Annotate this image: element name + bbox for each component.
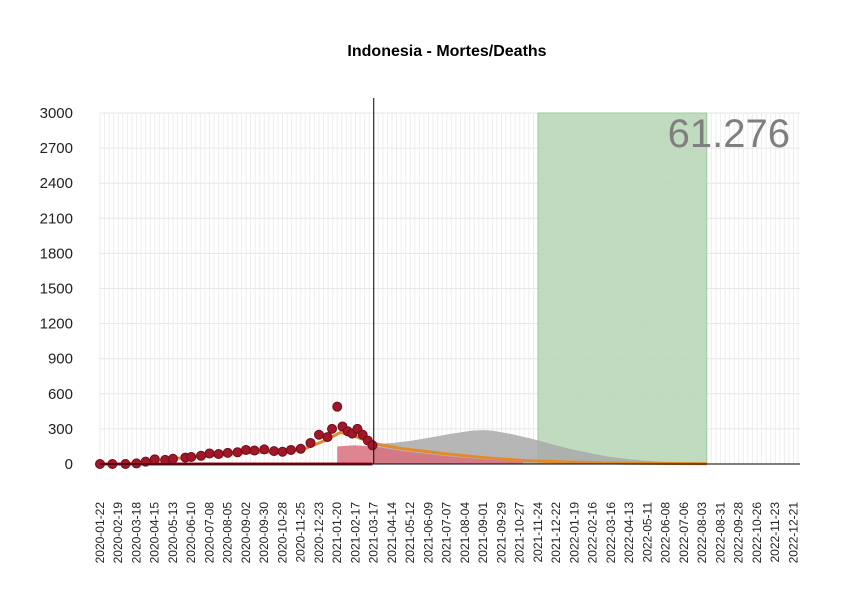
x-tick-label: 2021-04-14 (385, 502, 399, 564)
x-tick-label: 2020-04-15 (148, 502, 162, 564)
data-point (313, 429, 324, 440)
y-tick-label: 2700 (40, 140, 73, 157)
highlight-band-group (537, 112, 708, 465)
x-tick-label: 2020-01-22 (93, 502, 107, 564)
x-tick-label: 2022-09-28 (732, 502, 746, 564)
y-tick-label: 3000 (40, 105, 73, 122)
x-tick-label: 2020-12-23 (312, 502, 326, 564)
x-tick-label: 2022-08-03 (695, 502, 709, 564)
x-tick-label: 2022-12-21 (786, 502, 800, 564)
x-tick-label: 2021-09-29 (494, 502, 508, 564)
data-point (167, 453, 178, 464)
x-tick-label: 2021-09-01 (476, 502, 490, 564)
x-tick-label: 2021-11-24 (531, 502, 545, 563)
data-point (259, 444, 270, 455)
data-point (285, 444, 296, 455)
y-tick-label: 2100 (40, 210, 73, 227)
x-tick-label: 2022-02-16 (586, 502, 600, 564)
data-point (295, 443, 306, 454)
highlight-band (537, 112, 708, 465)
x-tick-label: 2020-11-25 (294, 502, 308, 563)
x-tick-label: 2022-11-23 (768, 502, 782, 563)
x-tick-label: 2022-01-19 (567, 502, 581, 564)
x-tick-label: 2020-03-18 (129, 502, 143, 564)
chart-title: Indonesia - Mortes/Deaths (347, 43, 546, 60)
x-tick-label: 2022-05-11 (640, 502, 654, 563)
y-tick-label: 1800 (40, 245, 73, 262)
data-point (367, 440, 378, 451)
y-tick-label: 2400 (40, 175, 73, 192)
x-tick-label: 2022-04-13 (622, 502, 636, 564)
total-label: 61.276 (668, 112, 790, 156)
data-point (249, 445, 260, 456)
x-tick-label: 2020-05-13 (166, 502, 180, 564)
points-group (95, 401, 378, 469)
x-tick-label: 2021-12-22 (549, 502, 563, 564)
fitted-area (337, 445, 523, 464)
data-point (204, 448, 215, 459)
x-tick-label: 2020-02-19 (111, 502, 125, 564)
x-tick-label: 2022-07-06 (677, 502, 691, 564)
data-point (240, 444, 251, 455)
x-tick-label: 2021-01-20 (330, 502, 344, 564)
y-tick-label: 1500 (40, 281, 73, 298)
x-tick-label: 2021-03-17 (367, 502, 381, 564)
data-point (196, 450, 207, 461)
y-tick-label: 600 (48, 386, 73, 403)
data-point (149, 454, 160, 465)
data-point (213, 449, 224, 460)
x-tick-label: 2020-07-08 (202, 502, 216, 564)
x-tick-labels: 2020-01-22 2020-02-19 2020-03-18 2020-04-15… (93, 502, 800, 564)
x-tick-label: 2022-03-16 (604, 502, 618, 564)
data-point (269, 446, 280, 457)
x-tick-label: 2022-10-26 (750, 502, 764, 564)
data-point (232, 447, 243, 458)
data-point (222, 447, 233, 458)
x-tick-label: 2021-08-04 (458, 502, 472, 564)
x-tick-label: 2022-06-08 (659, 502, 673, 564)
axes-group (100, 98, 800, 465)
x-tick-label: 2021-05-12 (403, 502, 417, 564)
x-tick-label: 2021-10-27 (513, 502, 527, 564)
data-point (332, 401, 343, 412)
data-point (327, 423, 338, 434)
y-tick-labels: 0 300 600 900 1200 1500 1800 2100 2400 2700 3000 (40, 105, 73, 473)
data-point (277, 446, 288, 457)
x-tick-label: 2020-09-30 (257, 502, 271, 564)
x-tick-label: 2021-07-07 (440, 502, 454, 564)
x-tick-label: 2021-02-17 (348, 502, 362, 564)
x-tick-label: 2020-10-28 (275, 502, 289, 564)
data-point (186, 451, 197, 462)
y-tick-label: 300 (48, 421, 73, 438)
data-point (305, 437, 316, 448)
x-tick-label: 2020-06-10 (184, 502, 198, 564)
x-tick-label: 2020-09-02 (239, 502, 253, 564)
y-tick-label: 900 (48, 351, 73, 368)
data-point (322, 432, 333, 443)
x-tick-label: 2020-08-05 (221, 502, 235, 564)
x-tick-label: 2021-06-09 (421, 502, 435, 564)
x-tick-label: 2022-08-31 (713, 502, 727, 564)
y-tick-label: 0 (65, 456, 73, 473)
y-tick-label: 1200 (40, 316, 73, 333)
